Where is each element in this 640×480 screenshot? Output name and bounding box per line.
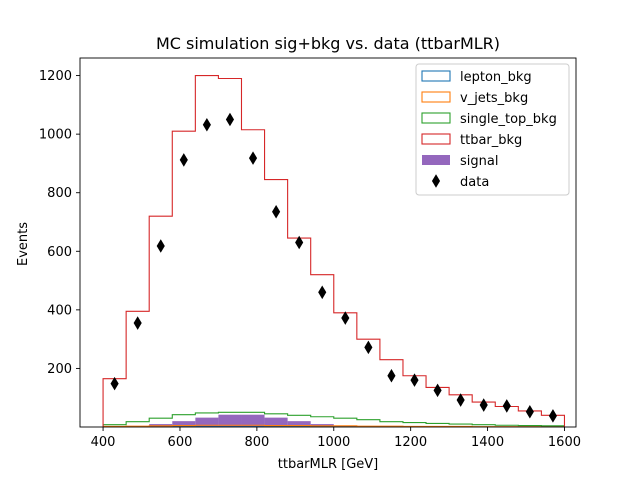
legend-swatch-signal — [422, 155, 450, 165]
legend-box — [415, 63, 570, 196]
x-tick-label: 1000 — [317, 435, 350, 450]
data-point — [248, 151, 258, 165]
data-point — [548, 409, 557, 423]
legend-swatch-v-jets-bkg — [421, 91, 451, 103]
legend-label: signal — [460, 154, 498, 169]
data-point — [110, 376, 119, 391]
data-point — [341, 311, 350, 325]
data-point — [202, 117, 211, 132]
data-point — [272, 204, 281, 219]
histogram-bar-signal — [172, 421, 196, 427]
histogram-bar-signal — [264, 417, 288, 427]
histogram-ttbar-bkg — [102, 75, 566, 427]
legend-label: single_top_bkg — [460, 112, 557, 127]
x-tick-label: 1600 — [548, 435, 581, 450]
y-tick-label: 1200 — [39, 69, 72, 84]
legend-marker-data — [431, 174, 441, 188]
plot-clip-group — [102, 75, 566, 427]
legend-swatch-single-top-bkg — [421, 112, 451, 124]
legend-swatch-ttbar-bkg — [421, 133, 451, 145]
data-point — [225, 112, 235, 127]
histogram-bar-signal — [218, 414, 242, 427]
histogram-bar-signal — [287, 421, 311, 427]
data-point — [525, 404, 534, 419]
legend-swatch-lepton-bkg — [421, 70, 451, 82]
legend: lepton_bkg v_jets_bkg single_top_bkg ttbar_… — [415, 63, 570, 196]
x-tick-label: 400 — [91, 435, 116, 450]
histogram-bar-signal — [241, 414, 265, 427]
y-axis-label: Events — [16, 222, 31, 266]
chart-title: MC simulation sig+bkg vs. data (ttbarMLR… — [156, 34, 500, 53]
axes: 400 600 800 1000 1200 1400 1600 200 400 600 800 100… — [39, 57, 581, 450]
y-tick-label: 600 — [47, 245, 72, 260]
x-tick-label: 800 — [244, 435, 269, 450]
legend-label: lepton_bkg — [460, 70, 532, 85]
x-tick-label: 1200 — [394, 435, 427, 450]
x-tick-label: 600 — [168, 435, 193, 450]
data-point — [433, 383, 442, 398]
data-point — [295, 235, 304, 250]
histogram-bar-signal — [195, 417, 219, 427]
plot-area — [102, 75, 566, 427]
histogram-single-top-bkg — [102, 411, 566, 427]
data-point — [156, 239, 165, 253]
legend-label: v_jets_bkg — [460, 91, 528, 106]
legend-label: ttbar_bkg — [460, 133, 522, 148]
data-point — [364, 340, 373, 355]
y-tick-label: 400 — [47, 303, 72, 318]
plot-frame — [79, 57, 577, 428]
y-tick-label: 200 — [47, 362, 72, 377]
data-point — [318, 285, 327, 300]
data-point — [410, 373, 419, 387]
y-tick-label: 800 — [47, 186, 72, 201]
data-point — [479, 398, 488, 412]
x-axis-label: ttbarMLR [GeV] — [278, 457, 379, 472]
data-point — [179, 153, 188, 167]
data-point — [456, 393, 465, 407]
data-point — [133, 316, 142, 330]
data-point — [387, 368, 396, 383]
data-point — [502, 399, 511, 413]
x-tick-label: 1400 — [471, 435, 504, 450]
legend-label: data — [460, 175, 489, 190]
y-tick-label: 1000 — [39, 128, 72, 143]
